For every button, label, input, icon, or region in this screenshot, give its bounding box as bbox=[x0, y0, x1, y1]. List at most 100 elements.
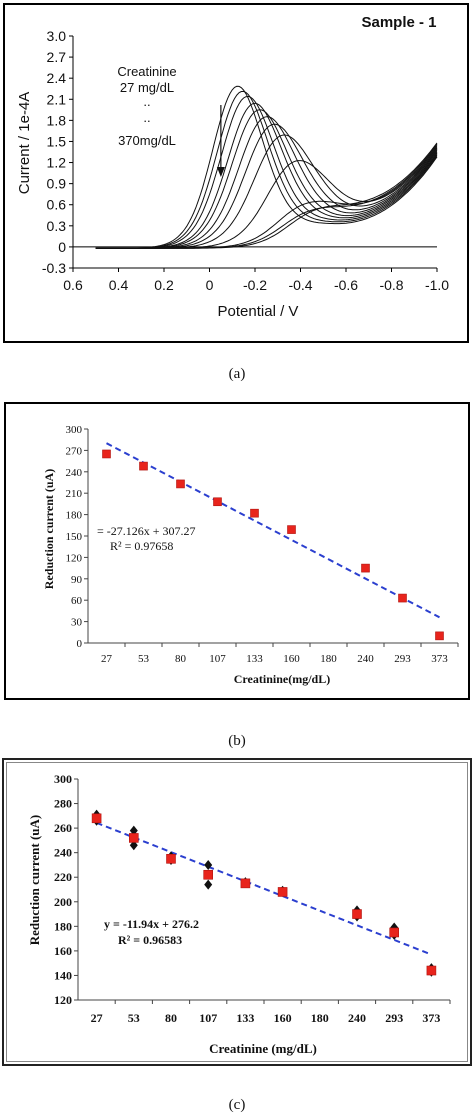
mean-data-point bbox=[176, 479, 185, 489]
x-tick-label: 27 bbox=[91, 1011, 103, 1025]
voltammogram-chart: Sample - 1 Current / 1e-4A Potential / V… bbox=[16, 14, 449, 320]
x-tick-label: 373 bbox=[431, 653, 448, 665]
concentration-annotation: Creatinine 27 mg/dL .. .. 370mg/dL bbox=[117, 64, 176, 148]
y-tick-label: 2.7 bbox=[47, 49, 67, 65]
x-tick-label: 293 bbox=[394, 653, 411, 665]
trendline bbox=[106, 442, 440, 619]
x-tick-label: 373 bbox=[422, 1011, 440, 1025]
y-tick-label: 270 bbox=[66, 445, 83, 457]
y-tick-label: 60 bbox=[71, 595, 83, 607]
y-tick-label: 260 bbox=[54, 821, 72, 835]
y-tick-label: 0.6 bbox=[47, 197, 67, 213]
voltammogram-curve bbox=[95, 146, 438, 249]
x-tick-label: 160 bbox=[283, 653, 300, 665]
x-tick-label: 0.2 bbox=[154, 277, 174, 293]
annotation-line: 27 mg/dL bbox=[120, 80, 174, 95]
x-tick-label: 0.6 bbox=[63, 277, 83, 293]
x-tick-label: 27 bbox=[101, 653, 113, 665]
mean-data-point bbox=[166, 854, 176, 864]
x-tick-label: -0.4 bbox=[288, 277, 312, 293]
y-axis-label: Current / 1e-4A bbox=[16, 92, 33, 195]
y-tick-label: 0.3 bbox=[47, 218, 67, 234]
y-tick-label: 300 bbox=[66, 424, 83, 436]
mean-data-point bbox=[435, 631, 444, 641]
mean-data-point bbox=[129, 833, 139, 843]
y-tick-label: 1.8 bbox=[47, 112, 67, 128]
mean-data-point bbox=[139, 461, 148, 471]
annotation-line: 370mg/dL bbox=[118, 133, 176, 148]
mean-data-point bbox=[250, 508, 259, 518]
mean-data-point bbox=[352, 909, 362, 919]
chart-panel-b: Reduction current (uA) Creatinine(mg/dL)… bbox=[4, 402, 470, 700]
y-tick-label: 120 bbox=[66, 552, 83, 564]
voltammogram-curve bbox=[95, 142, 438, 249]
x-tick-label: 293 bbox=[385, 1011, 403, 1025]
y-tick-label: 160 bbox=[54, 944, 72, 958]
x-tick-label: 180 bbox=[311, 1011, 329, 1025]
caption-c: (c) bbox=[228, 1097, 246, 1113]
replicate-diamond-point bbox=[129, 825, 138, 836]
y-tick-label: -0.3 bbox=[42, 260, 66, 276]
y-tick-label: 90 bbox=[71, 574, 83, 586]
x-tick-label: 80 bbox=[165, 1011, 177, 1025]
x-tick-label: 180 bbox=[320, 653, 337, 665]
y-tick-label: 200 bbox=[54, 895, 72, 909]
mean-data-point bbox=[277, 887, 288, 897]
mean-data-point bbox=[287, 525, 296, 534]
x-tick-label: 133 bbox=[236, 1011, 254, 1025]
y-tick-label: 140 bbox=[54, 968, 72, 982]
mean-data-point bbox=[102, 449, 111, 459]
x-tick-label: -0.6 bbox=[334, 277, 358, 293]
trendline-equation: y = -11.94x + 276.2 bbox=[104, 917, 199, 931]
y-tick-label: 280 bbox=[54, 797, 72, 811]
y-tick-label: 1.5 bbox=[47, 133, 67, 149]
x-axis-label: Creatinine(mg/dL) bbox=[234, 672, 330, 686]
x-tick-label: 0.4 bbox=[109, 277, 129, 293]
caption-b: (b) bbox=[228, 733, 246, 749]
chart-panel-c: Reduction current (uA) Creatinine (mg/dL… bbox=[2, 758, 472, 1066]
y-axis-label: Reduction current (uA) bbox=[27, 815, 42, 945]
chart-panel-a: Sample - 1 Current / 1e-4A Potential / V… bbox=[3, 3, 469, 343]
y-tick-label: 220 bbox=[54, 870, 72, 884]
decrease-arrow-head bbox=[216, 167, 225, 177]
y-tick-label: 210 bbox=[66, 488, 83, 500]
r-squared: R² = 0.96583 bbox=[118, 933, 182, 947]
y-axis-label: Reduction current (uA) bbox=[42, 469, 56, 589]
x-axis-label: Potential / V bbox=[218, 303, 299, 320]
x-tick-label: -0.8 bbox=[379, 277, 403, 293]
y-tick-label: 150 bbox=[66, 531, 83, 543]
x-axis-label: Creatinine (mg/dL) bbox=[209, 1041, 317, 1056]
y-tick-label: 2.1 bbox=[47, 91, 67, 107]
x-tick-label: 107 bbox=[199, 1011, 217, 1025]
mean-data-point bbox=[361, 563, 370, 573]
trendline-equation: = -27.126x + 307.27 bbox=[97, 524, 196, 538]
y-tick-label: 0 bbox=[58, 239, 66, 255]
chart-title: Sample - 1 bbox=[361, 14, 436, 31]
y-tick-label: 240 bbox=[54, 846, 72, 860]
mean-data-point bbox=[240, 878, 251, 889]
y-tick-label: 1.2 bbox=[47, 155, 67, 171]
y-tick-label: 3.0 bbox=[47, 28, 67, 44]
x-tick-label: 240 bbox=[348, 1011, 366, 1025]
y-tick-label: 240 bbox=[66, 467, 83, 479]
mean-data-point bbox=[213, 497, 222, 507]
r-squared: R² = 0.97658 bbox=[110, 539, 173, 553]
y-tick-label: 0.9 bbox=[47, 176, 67, 192]
calibration-chart-c: Reduction current (uA) Creatinine (mg/dL… bbox=[27, 772, 451, 1056]
x-tick-label: 0 bbox=[206, 277, 214, 293]
annotation-line: .. bbox=[143, 110, 150, 125]
mean-data-point bbox=[398, 593, 407, 603]
y-tick-label: 2.4 bbox=[47, 70, 67, 86]
x-tick-label: 133 bbox=[246, 653, 263, 665]
y-tick-label: 300 bbox=[54, 772, 72, 786]
annotation-line: .. bbox=[143, 94, 150, 109]
voltammogram-curve bbox=[95, 109, 438, 249]
y-tick-label: 180 bbox=[54, 919, 72, 933]
x-tick-label: 80 bbox=[175, 653, 187, 665]
x-tick-label: -0.2 bbox=[243, 277, 267, 293]
mean-data-point bbox=[426, 965, 437, 976]
x-tick-label: 107 bbox=[209, 653, 226, 665]
x-tick-label: 53 bbox=[138, 653, 150, 665]
x-tick-label: 160 bbox=[274, 1011, 292, 1025]
x-tick-label: 53 bbox=[128, 1011, 140, 1025]
